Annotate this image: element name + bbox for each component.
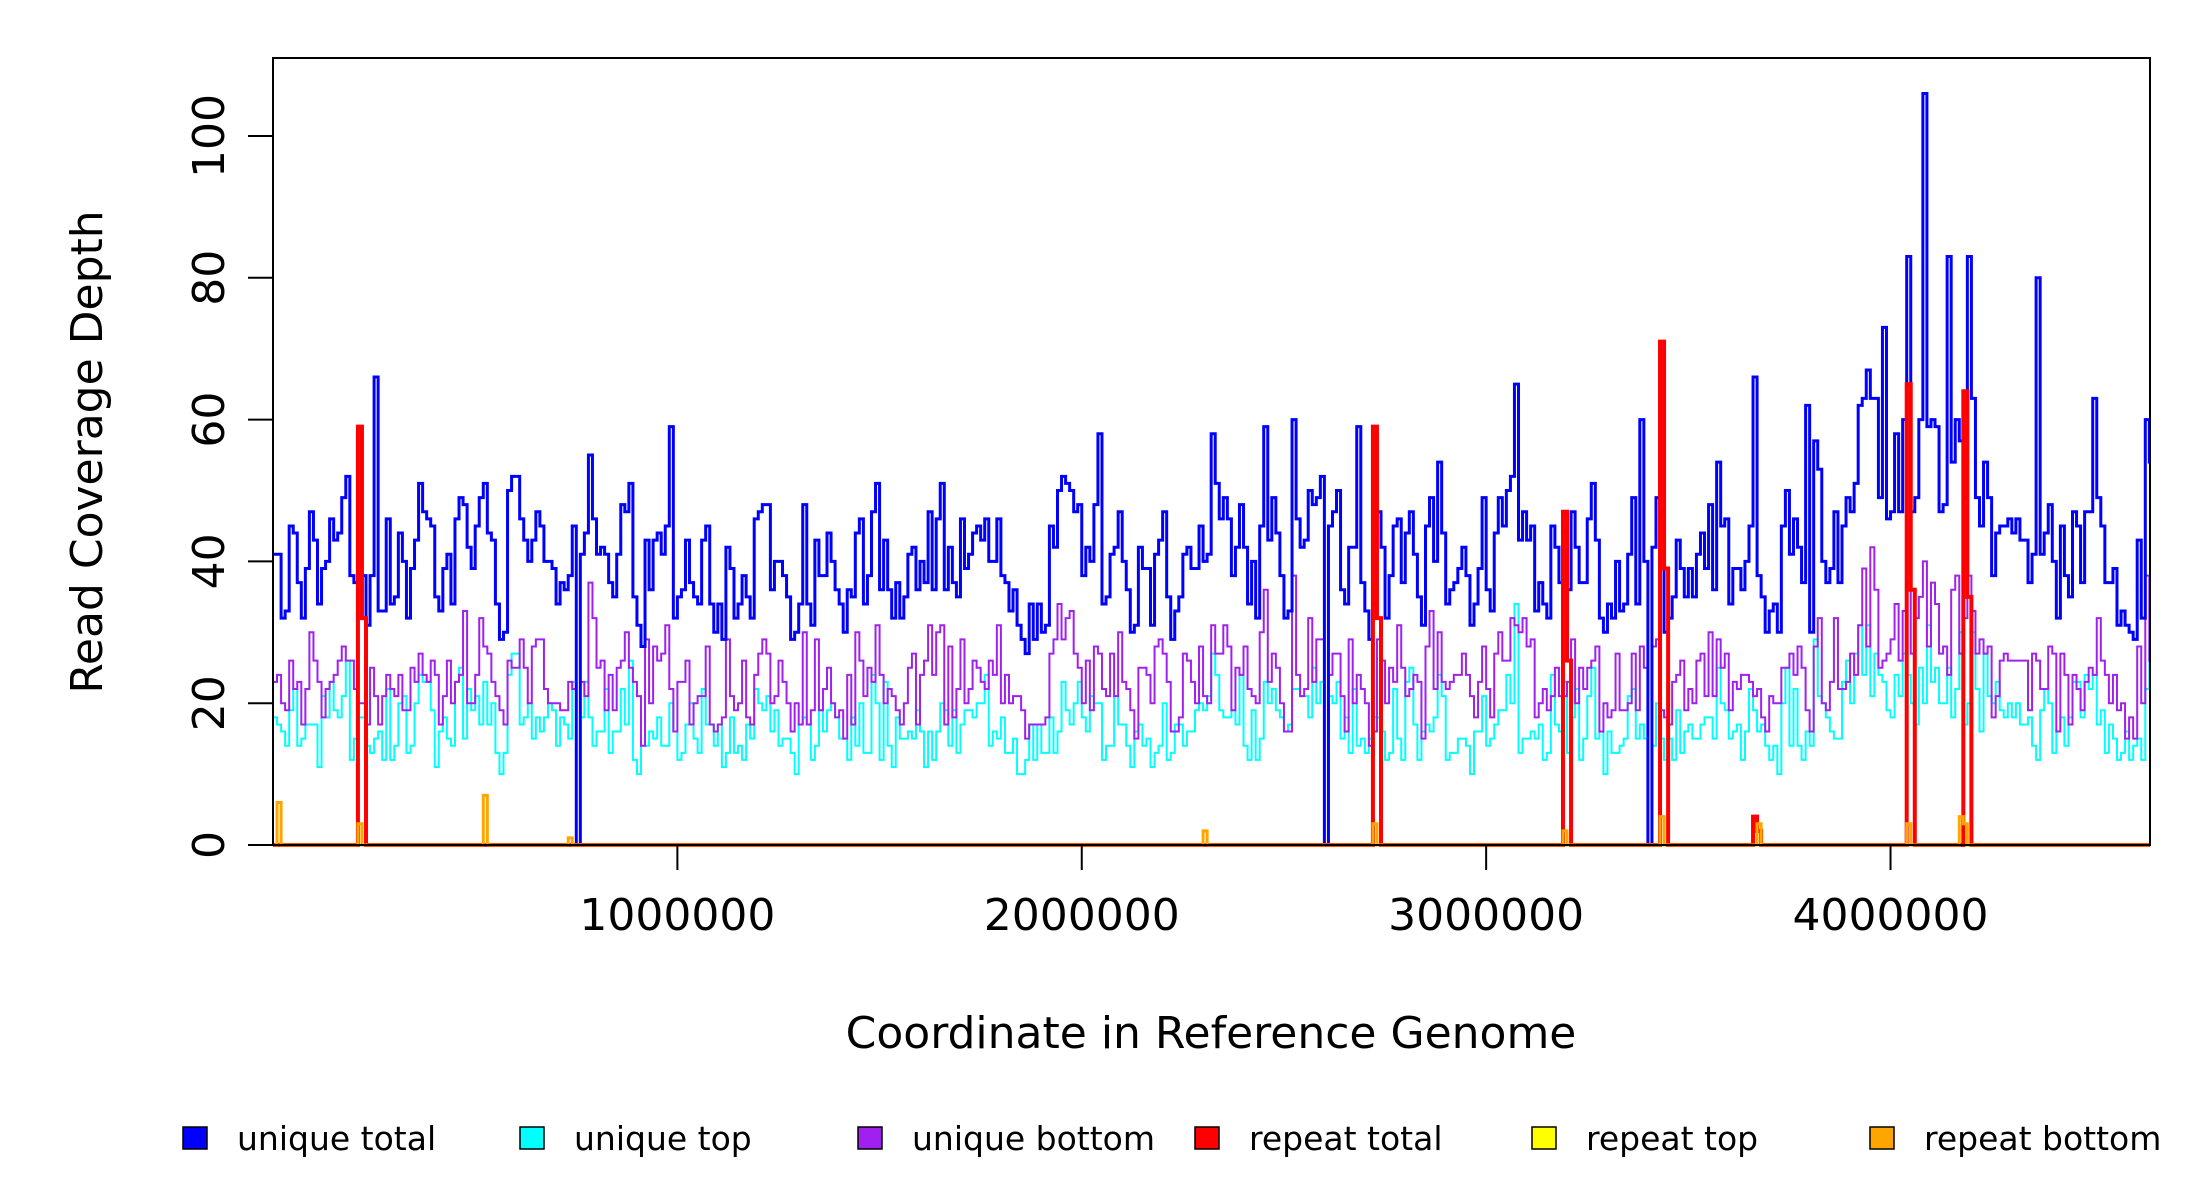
x-axis-title: Coordinate in Reference Genome (846, 1008, 1577, 1059)
x-tick-label: 4000000 (1793, 890, 1989, 941)
series-repeat-bottom (273, 793, 2150, 847)
legend-label: unique bottom (912, 1119, 1155, 1158)
x-tick-label: 1000000 (579, 890, 775, 941)
y-tick-label: 80 (184, 250, 235, 306)
legend-label: repeat top (1586, 1119, 1758, 1158)
y-tick-label: 60 (184, 392, 235, 448)
y-tick-label: 0 (184, 831, 235, 859)
legend-label: unique top (574, 1119, 752, 1158)
series-layer (273, 91, 2151, 847)
legend-swatch-repeat-bottom (1869, 1126, 1895, 1150)
series-unique-bottom (273, 546, 2151, 846)
y-ticks: 0 20 40 60 80 100 (184, 94, 273, 859)
legend-swatch-repeat-total (1194, 1126, 1220, 1150)
legend-swatch-repeat-top (1531, 1126, 1557, 1150)
series-repeat-total (273, 339, 2150, 847)
x-tick-label: 3000000 (1388, 890, 1584, 941)
y-tick-label: 100 (184, 94, 235, 178)
legend-swatch-unique-total (182, 1126, 208, 1150)
legend-swatch-unique-bottom (857, 1126, 883, 1150)
y-tick-label: 20 (184, 675, 235, 731)
legend-label: repeat total (1249, 1119, 1443, 1158)
y-tick-label: 40 (184, 533, 235, 589)
y-axis-title: Read Coverage Depth (62, 210, 113, 693)
legend: unique total unique top unique bottom repea… (182, 1119, 2161, 1158)
x-tick-label: 2000000 (984, 890, 1180, 941)
legend-swatch-unique-top (519, 1126, 545, 1150)
series-unique-total (273, 91, 2151, 847)
legend-label: repeat bottom (1924, 1119, 2161, 1158)
series-unique-top (273, 602, 2151, 846)
legend-label: unique total (237, 1119, 436, 1158)
x-ticks: 1000000 2000000 3000000 4000000 (579, 845, 1989, 941)
